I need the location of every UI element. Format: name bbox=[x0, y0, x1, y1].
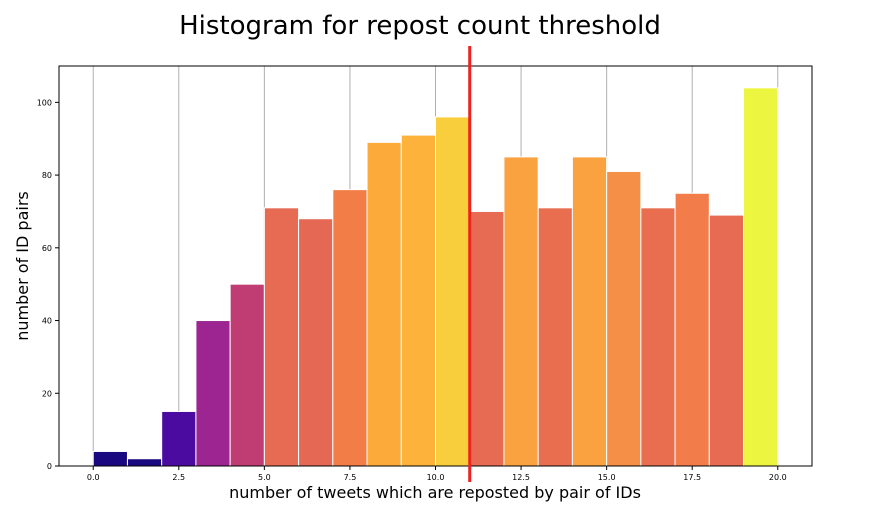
histogram-bar bbox=[674, 192, 710, 467]
histogram-bar bbox=[229, 283, 265, 467]
histogram-bar bbox=[469, 210, 505, 467]
histogram-bar bbox=[92, 450, 128, 467]
y-tick-label: 80 bbox=[42, 171, 52, 180]
x-tick-label: 5.0 bbox=[258, 473, 271, 482]
y-tick-label: 40 bbox=[42, 317, 52, 326]
histogram-bar bbox=[298, 218, 334, 467]
histogram-bar bbox=[195, 320, 231, 467]
histogram-bar bbox=[366, 141, 402, 467]
bars bbox=[92, 87, 779, 467]
histogram-bar bbox=[400, 134, 437, 467]
x-tick-label: 0.0 bbox=[87, 473, 100, 482]
histogram-bar bbox=[571, 156, 608, 467]
x-tick-label: 7.5 bbox=[344, 473, 357, 482]
histogram-bar bbox=[537, 207, 573, 467]
histogram-bar bbox=[435, 116, 471, 467]
y-tick-label: 20 bbox=[42, 389, 52, 398]
chart-title: Histogram for repost count threshold bbox=[179, 11, 661, 41]
histogram-bar bbox=[640, 207, 676, 467]
x-tick-label: 15.0 bbox=[598, 473, 616, 482]
y-axis-label: number of ID pairs bbox=[13, 191, 32, 340]
histogram-bar bbox=[263, 207, 300, 467]
histogram-bar bbox=[606, 170, 642, 467]
histogram-bar bbox=[126, 458, 163, 467]
x-axis-label: number of tweets which are reposted by p… bbox=[229, 483, 641, 502]
histogram-bar bbox=[161, 410, 197, 467]
x-tick-label: 2.5 bbox=[172, 473, 185, 482]
y-tick-label: 0 bbox=[47, 462, 52, 471]
y-tick-label: 100 bbox=[37, 98, 52, 107]
y-tick-label: 60 bbox=[42, 244, 52, 253]
histogram-bar bbox=[708, 214, 745, 467]
x-tick-label: 10.0 bbox=[427, 473, 445, 482]
y-axis-ticks: 0 20 40 60 80 100 bbox=[37, 98, 59, 471]
histogram-bar bbox=[503, 156, 539, 467]
histogram-bar bbox=[743, 87, 779, 467]
x-tick-label: 17.5 bbox=[683, 473, 701, 482]
histogram-bar bbox=[332, 189, 368, 467]
x-axis-ticks: 0.0 2.5 5.0 7.5 10.0 12.5 15.0 17.5 20.0 bbox=[87, 466, 787, 482]
x-tick-label: 20.0 bbox=[769, 473, 787, 482]
x-tick-label: 12.5 bbox=[512, 473, 530, 482]
